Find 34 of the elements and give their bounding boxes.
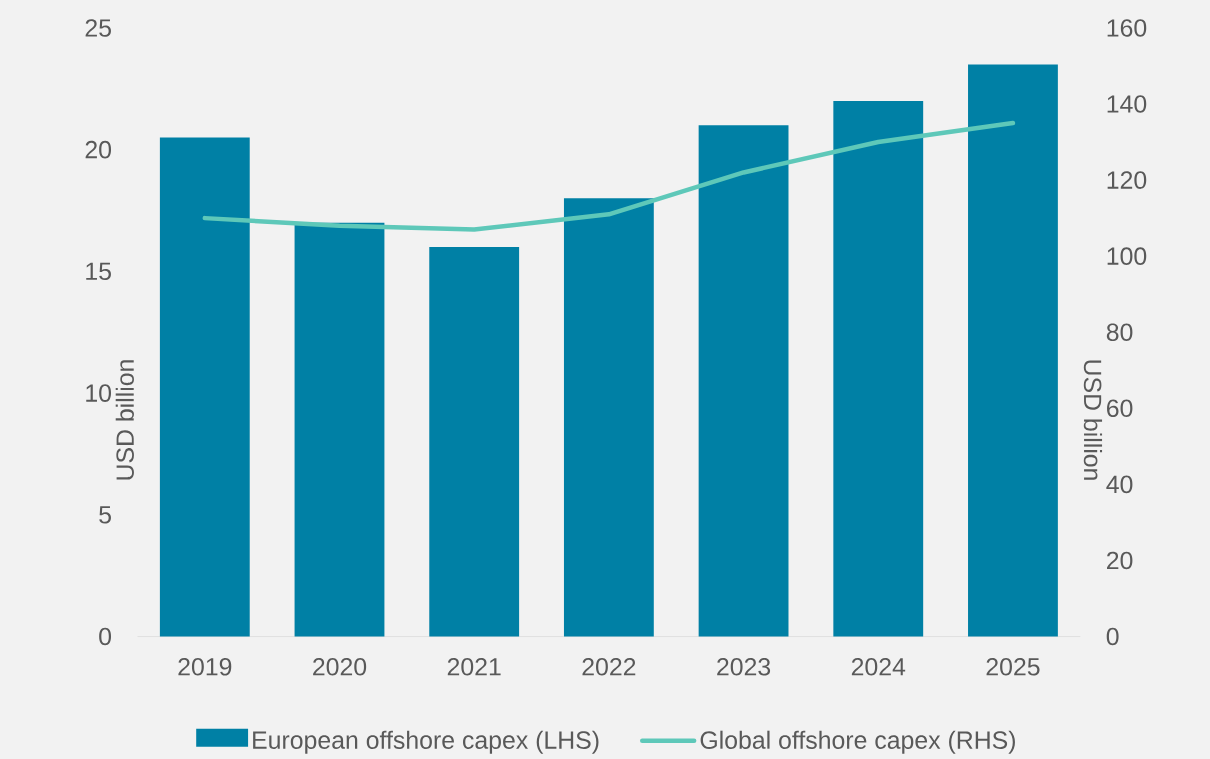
x-tick-label: 2025 [986,657,1040,676]
bar [698,125,789,637]
y-tick-label: 5 [99,506,111,524]
bar [294,222,385,637]
y-tick-label: 0 [99,627,112,646]
bar [159,137,250,637]
y2-tick-label: 140 [1107,95,1147,113]
line-series [202,120,1016,232]
x-tick-label: 2022 [582,657,636,676]
y2-tick-label: 100 [1107,247,1147,265]
y2-tick-label: 0 [1106,627,1119,646]
y2-tick-label: 40 [1106,475,1133,494]
bar [429,246,520,637]
y2-tick-label: 160 [1107,19,1147,37]
x-tick-label: 2021 [447,657,501,676]
y-axis-title: USD billion [115,360,134,480]
y2-tick-label: 80 [1106,323,1133,341]
y-tick-label: 20 [85,140,112,159]
y2-tick-label: 20 [1107,551,1133,570]
x-tick-label: 2019 [178,657,232,676]
x-tick-label: 2023 [717,657,771,676]
bar [833,100,924,637]
x-tick-label: 2024 [851,657,906,676]
legend-label: Global offshore capex (RHS) [700,730,1015,754]
y-tick-label: 15 [86,262,111,280]
y-tick-label: 25 [85,19,111,37]
x-tick-label: 2020 [313,657,367,676]
legend-label: European offshore capex (LHS) [253,730,599,754]
y2-tick-label: 120 [1107,171,1147,189]
y-tick-label: 10 [86,384,112,402]
y2-tick-label: 60 [1107,399,1133,417]
y2-axis-title: USD billion [1083,360,1103,480]
bar [968,64,1058,637]
bar [563,198,654,637]
